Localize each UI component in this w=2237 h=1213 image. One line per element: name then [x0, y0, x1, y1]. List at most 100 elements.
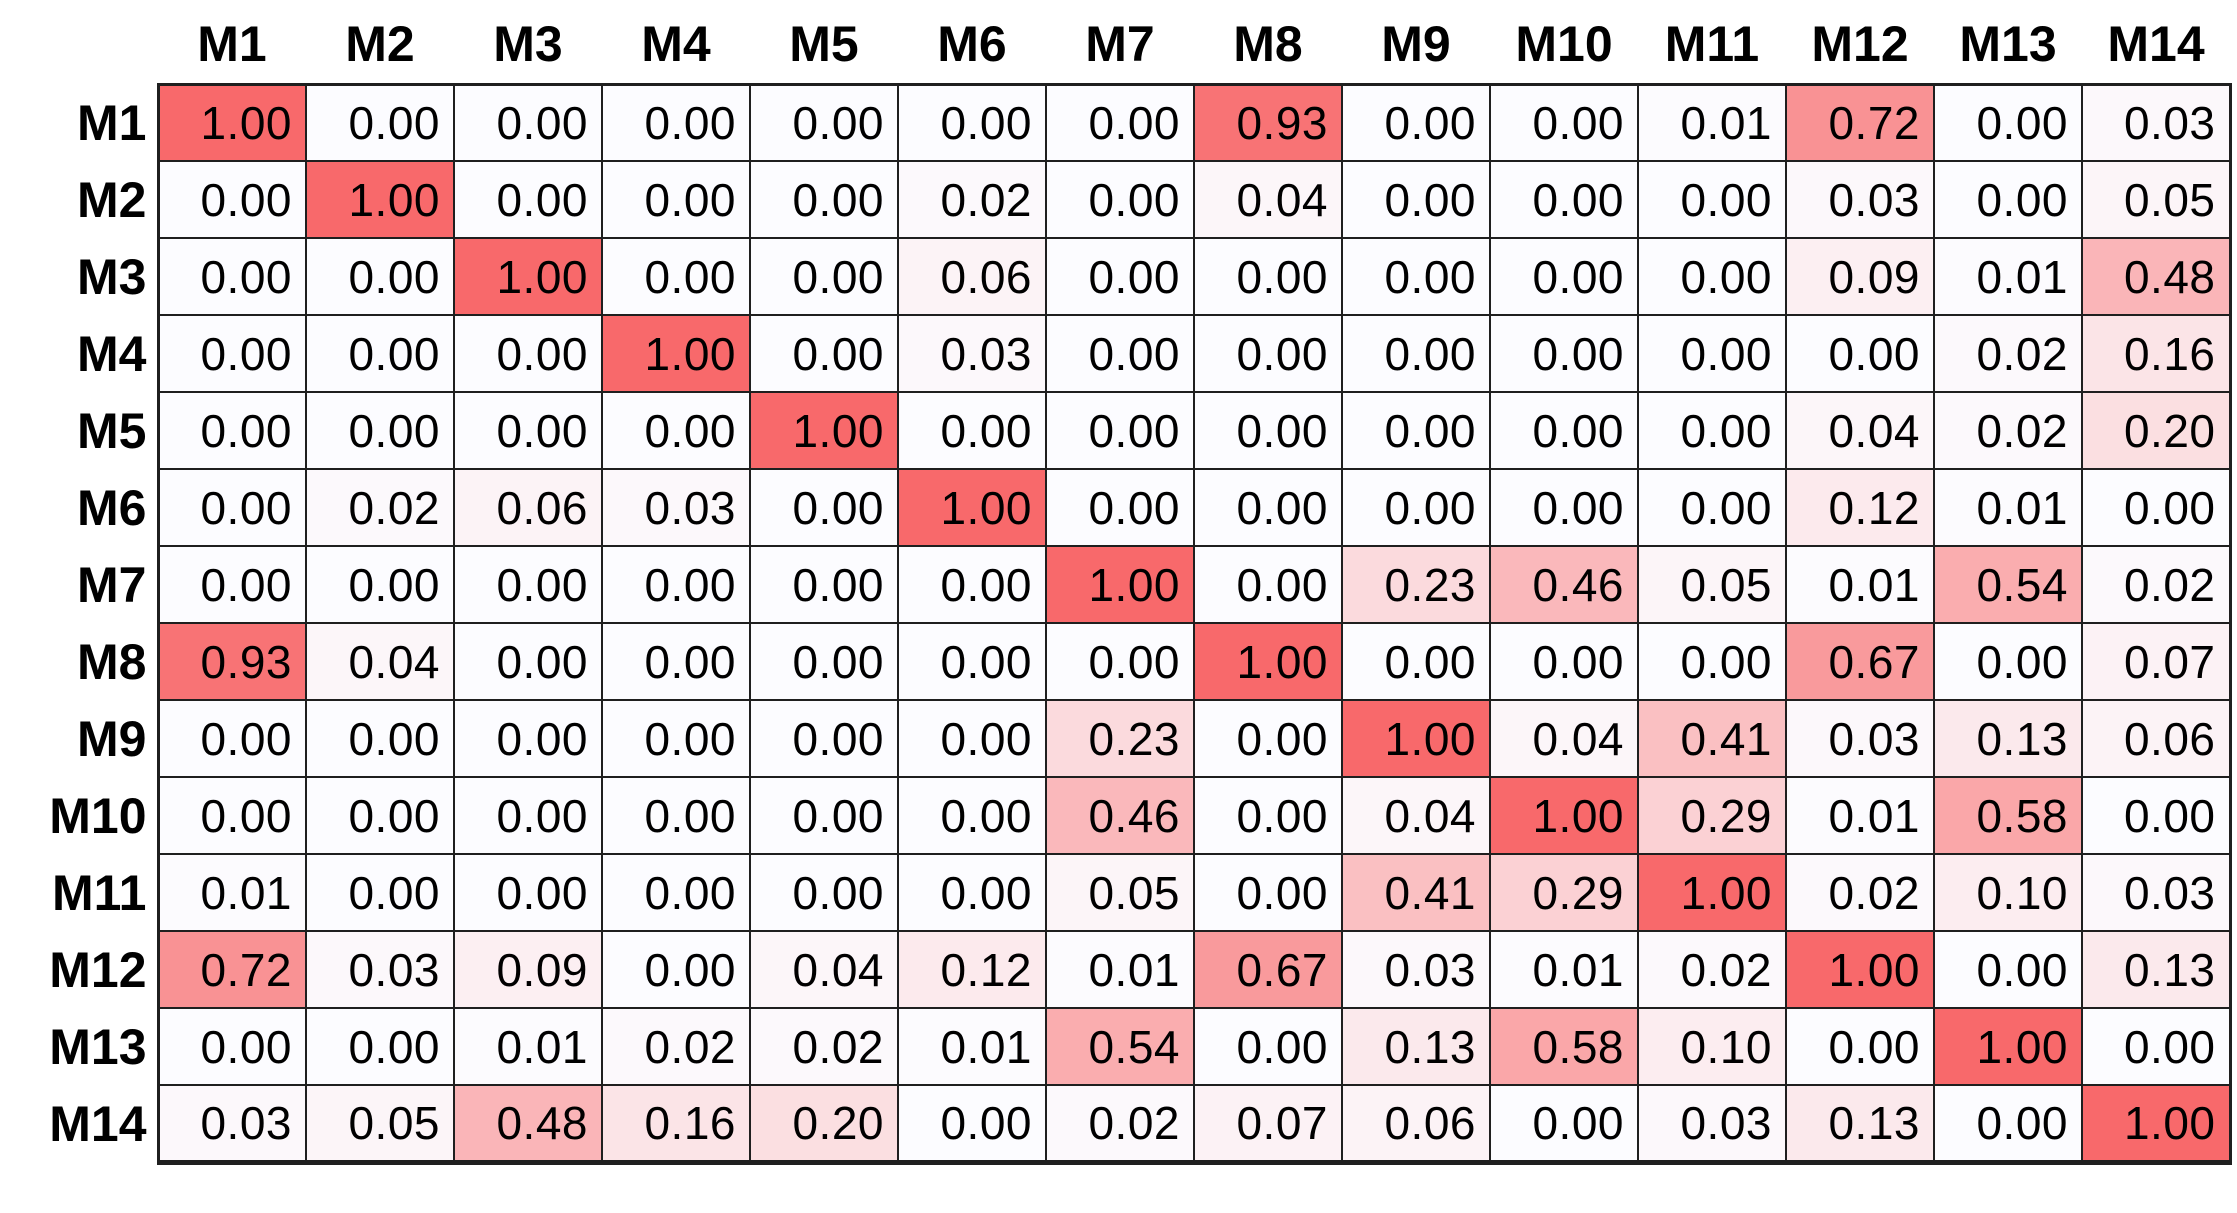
matrix-cell-m7-m13: 0.54: [1933, 545, 2083, 624]
matrix-cell-m6-m5: 0.00: [749, 468, 899, 547]
matrix-cell-m8-m14: 0.07: [2081, 622, 2232, 701]
matrix-row-m3: M3 0.00 0.00 1.00 0.00 0.00 0.06 0.00 0.00 0.00 0.…: [4, 237, 2232, 316]
matrix-cell-m5-m6: 0.00: [897, 391, 1047, 470]
row-header-m2: M2: [4, 161, 158, 238]
matrix-cell-m13-m2: 0.00: [305, 1007, 455, 1086]
column-header-m9: M9: [1342, 6, 1490, 84]
matrix-cell-m8-m3: 0.00: [453, 622, 603, 701]
matrix-cell-m4-m10: 0.00: [1489, 314, 1639, 393]
matrix-cell-m12-m4: 0.00: [601, 930, 751, 1009]
matrix-cell-m7-m4: 0.00: [601, 545, 751, 624]
matrix-cell-m7-m12: 0.01: [1785, 545, 1935, 624]
column-header-m11: M11: [1638, 6, 1786, 84]
column-header-m3: M3: [454, 6, 602, 84]
matrix-cell-m7-m2: 0.00: [305, 545, 455, 624]
column-header-m2: M2: [306, 6, 454, 84]
matrix-cell-m12-m2: 0.03: [305, 930, 455, 1009]
matrix-cell-m3-m12: 0.09: [1785, 237, 1935, 316]
matrix-cell-m9-m8: 0.00: [1193, 699, 1343, 778]
matrix-cell-m6-m11: 0.00: [1637, 468, 1787, 547]
column-header-m12: M12: [1786, 6, 1934, 84]
matrix-cell-m1-m12: 0.72: [1785, 82, 1935, 162]
matrix-cell-m8-m8: 1.00: [1193, 622, 1343, 701]
matrix-cell-m12-m11: 0.02: [1637, 930, 1787, 1009]
matrix-cell-m4-m1: 0.00: [156, 314, 307, 393]
matrix-cell-m10-m13: 0.58: [1933, 776, 2083, 855]
matrix-cell-m3-m9: 0.00: [1341, 237, 1491, 316]
matrix-cell-m11-m11: 1.00: [1637, 853, 1787, 932]
matrix-cell-m2-m11: 0.00: [1637, 160, 1787, 239]
matrix-cell-m14-m7: 0.02: [1045, 1084, 1195, 1165]
matrix-cell-m10-m1: 0.00: [156, 776, 307, 855]
matrix-cell-m10-m10: 1.00: [1489, 776, 1639, 855]
matrix-cell-m7-m11: 0.05: [1637, 545, 1787, 624]
matrix-cell-m1-m5: 0.00: [749, 82, 899, 162]
matrix-cell-m8-m6: 0.00: [897, 622, 1047, 701]
matrix-cell-m14-m8: 0.07: [1193, 1084, 1343, 1165]
matrix-row-m13: M13 0.00 0.00 0.01 0.02 0.02 0.01 0.54 0.00 0.13 0…: [4, 1007, 2232, 1086]
matrix-cell-m11-m3: 0.00: [453, 853, 603, 932]
column-header-m6: M6: [898, 6, 1046, 84]
matrix-row-m10: M10 0.00 0.00 0.00 0.00 0.00 0.00 0.46 0.00 0.04 1…: [4, 776, 2232, 855]
matrix-cell-m6-m4: 0.03: [601, 468, 751, 547]
matrix-cell-m13-m1: 0.00: [156, 1007, 307, 1086]
matrix-cell-m8-m2: 0.04: [305, 622, 455, 701]
matrix-cell-m10-m14: 0.00: [2081, 776, 2232, 855]
matrix-cell-m4-m7: 0.00: [1045, 314, 1195, 393]
matrix-cell-m14-m11: 0.03: [1637, 1084, 1787, 1165]
matrix-cell-m1-m6: 0.00: [897, 82, 1047, 162]
matrix-cell-m4-m12: 0.00: [1785, 314, 1935, 393]
matrix-row-m1: M1 1.00 0.00 0.00 0.00 0.00 0.00 0.00 0.93 0.00 0.…: [4, 82, 2232, 162]
column-header-m7: M7: [1046, 6, 1194, 84]
matrix-cell-m11-m9: 0.41: [1341, 853, 1491, 932]
matrix-cell-m2-m3: 0.00: [453, 160, 603, 239]
matrix-cell-m5-m12: 0.04: [1785, 391, 1935, 470]
matrix-cell-m14-m9: 0.06: [1341, 1084, 1491, 1165]
matrix-cell-m6-m1: 0.00: [156, 468, 307, 547]
matrix-cell-m14-m5: 0.20: [749, 1084, 899, 1165]
matrix-cell-m10-m8: 0.00: [1193, 776, 1343, 855]
matrix-row-m6: M6 0.00 0.02 0.06 0.03 0.00 1.00 0.00 0.00 0.00 0.…: [4, 468, 2232, 547]
matrix-cell-m11-m12: 0.02: [1785, 853, 1935, 932]
matrix-cell-m6-m8: 0.00: [1193, 468, 1343, 547]
matrix-cell-m6-m12: 0.12: [1785, 468, 1935, 547]
column-header-m5: M5: [750, 6, 898, 84]
matrix-cell-m13-m10: 0.58: [1489, 1007, 1639, 1086]
matrix-cell-m4-m14: 0.16: [2081, 314, 2232, 393]
matrix-cell-m12-m14: 0.13: [2081, 930, 2232, 1009]
row-header-m8: M8: [4, 623, 158, 700]
matrix-cell-m13-m13: 1.00: [1933, 1007, 2083, 1086]
matrix-header-row: M1 M2 M3 M4 M5 M6 M7 M8 M9 M10 M11 M12 M13 M14: [4, 6, 2230, 84]
matrix-cell-m2-m10: 0.00: [1489, 160, 1639, 239]
matrix-cell-m10-m2: 0.00: [305, 776, 455, 855]
matrix-cell-m12-m9: 0.03: [1341, 930, 1491, 1009]
matrix-cell-m13-m6: 0.01: [897, 1007, 1047, 1086]
matrix-row-m5: M5 0.00 0.00 0.00 0.00 1.00 0.00 0.00 0.00 0.00 0.…: [4, 391, 2232, 470]
matrix-cell-m8-m9: 0.00: [1341, 622, 1491, 701]
row-header-m13: M13: [4, 1008, 158, 1085]
matrix-cell-m14-m10: 0.00: [1489, 1084, 1639, 1165]
matrix-cell-m1-m2: 0.00: [305, 82, 455, 162]
matrix-cell-m14-m14: 1.00: [2081, 1084, 2232, 1165]
matrix-cell-m11-m10: 0.29: [1489, 853, 1639, 932]
matrix-cell-m8-m5: 0.00: [749, 622, 899, 701]
matrix-cell-m11-m8: 0.00: [1193, 853, 1343, 932]
matrix-cell-m7-m7: 1.00: [1045, 545, 1195, 624]
matrix-cell-m4-m13: 0.02: [1933, 314, 2083, 393]
matrix-body: M1 1.00 0.00 0.00 0.00 0.00 0.00 0.00 0.93 0.00 0.…: [4, 82, 2232, 1165]
matrix-cell-m10-m12: 0.01: [1785, 776, 1935, 855]
matrix-cell-m10-m6: 0.00: [897, 776, 1047, 855]
matrix-cell-m9-m2: 0.00: [305, 699, 455, 778]
matrix-cell-m14-m13: 0.00: [1933, 1084, 2083, 1165]
matrix-cell-m10-m11: 0.29: [1637, 776, 1787, 855]
matrix-cell-m12-m6: 0.12: [897, 930, 1047, 1009]
matrix-cell-m3-m4: 0.00: [601, 237, 751, 316]
matrix-cell-m12-m1: 0.72: [156, 930, 307, 1009]
matrix-cell-m1-m3: 0.00: [453, 82, 603, 162]
matrix-row-m12: M12 0.72 0.03 0.09 0.00 0.04 0.12 0.01 0.67 0.03 0…: [4, 930, 2232, 1009]
matrix-cell-m6-m9: 0.00: [1341, 468, 1491, 547]
matrix-cell-m1-m8: 0.93: [1193, 82, 1343, 162]
matrix-cell-m7-m9: 0.23: [1341, 545, 1491, 624]
matrix-cell-m4-m4: 1.00: [601, 314, 751, 393]
matrix-cell-m9-m6: 0.00: [897, 699, 1047, 778]
